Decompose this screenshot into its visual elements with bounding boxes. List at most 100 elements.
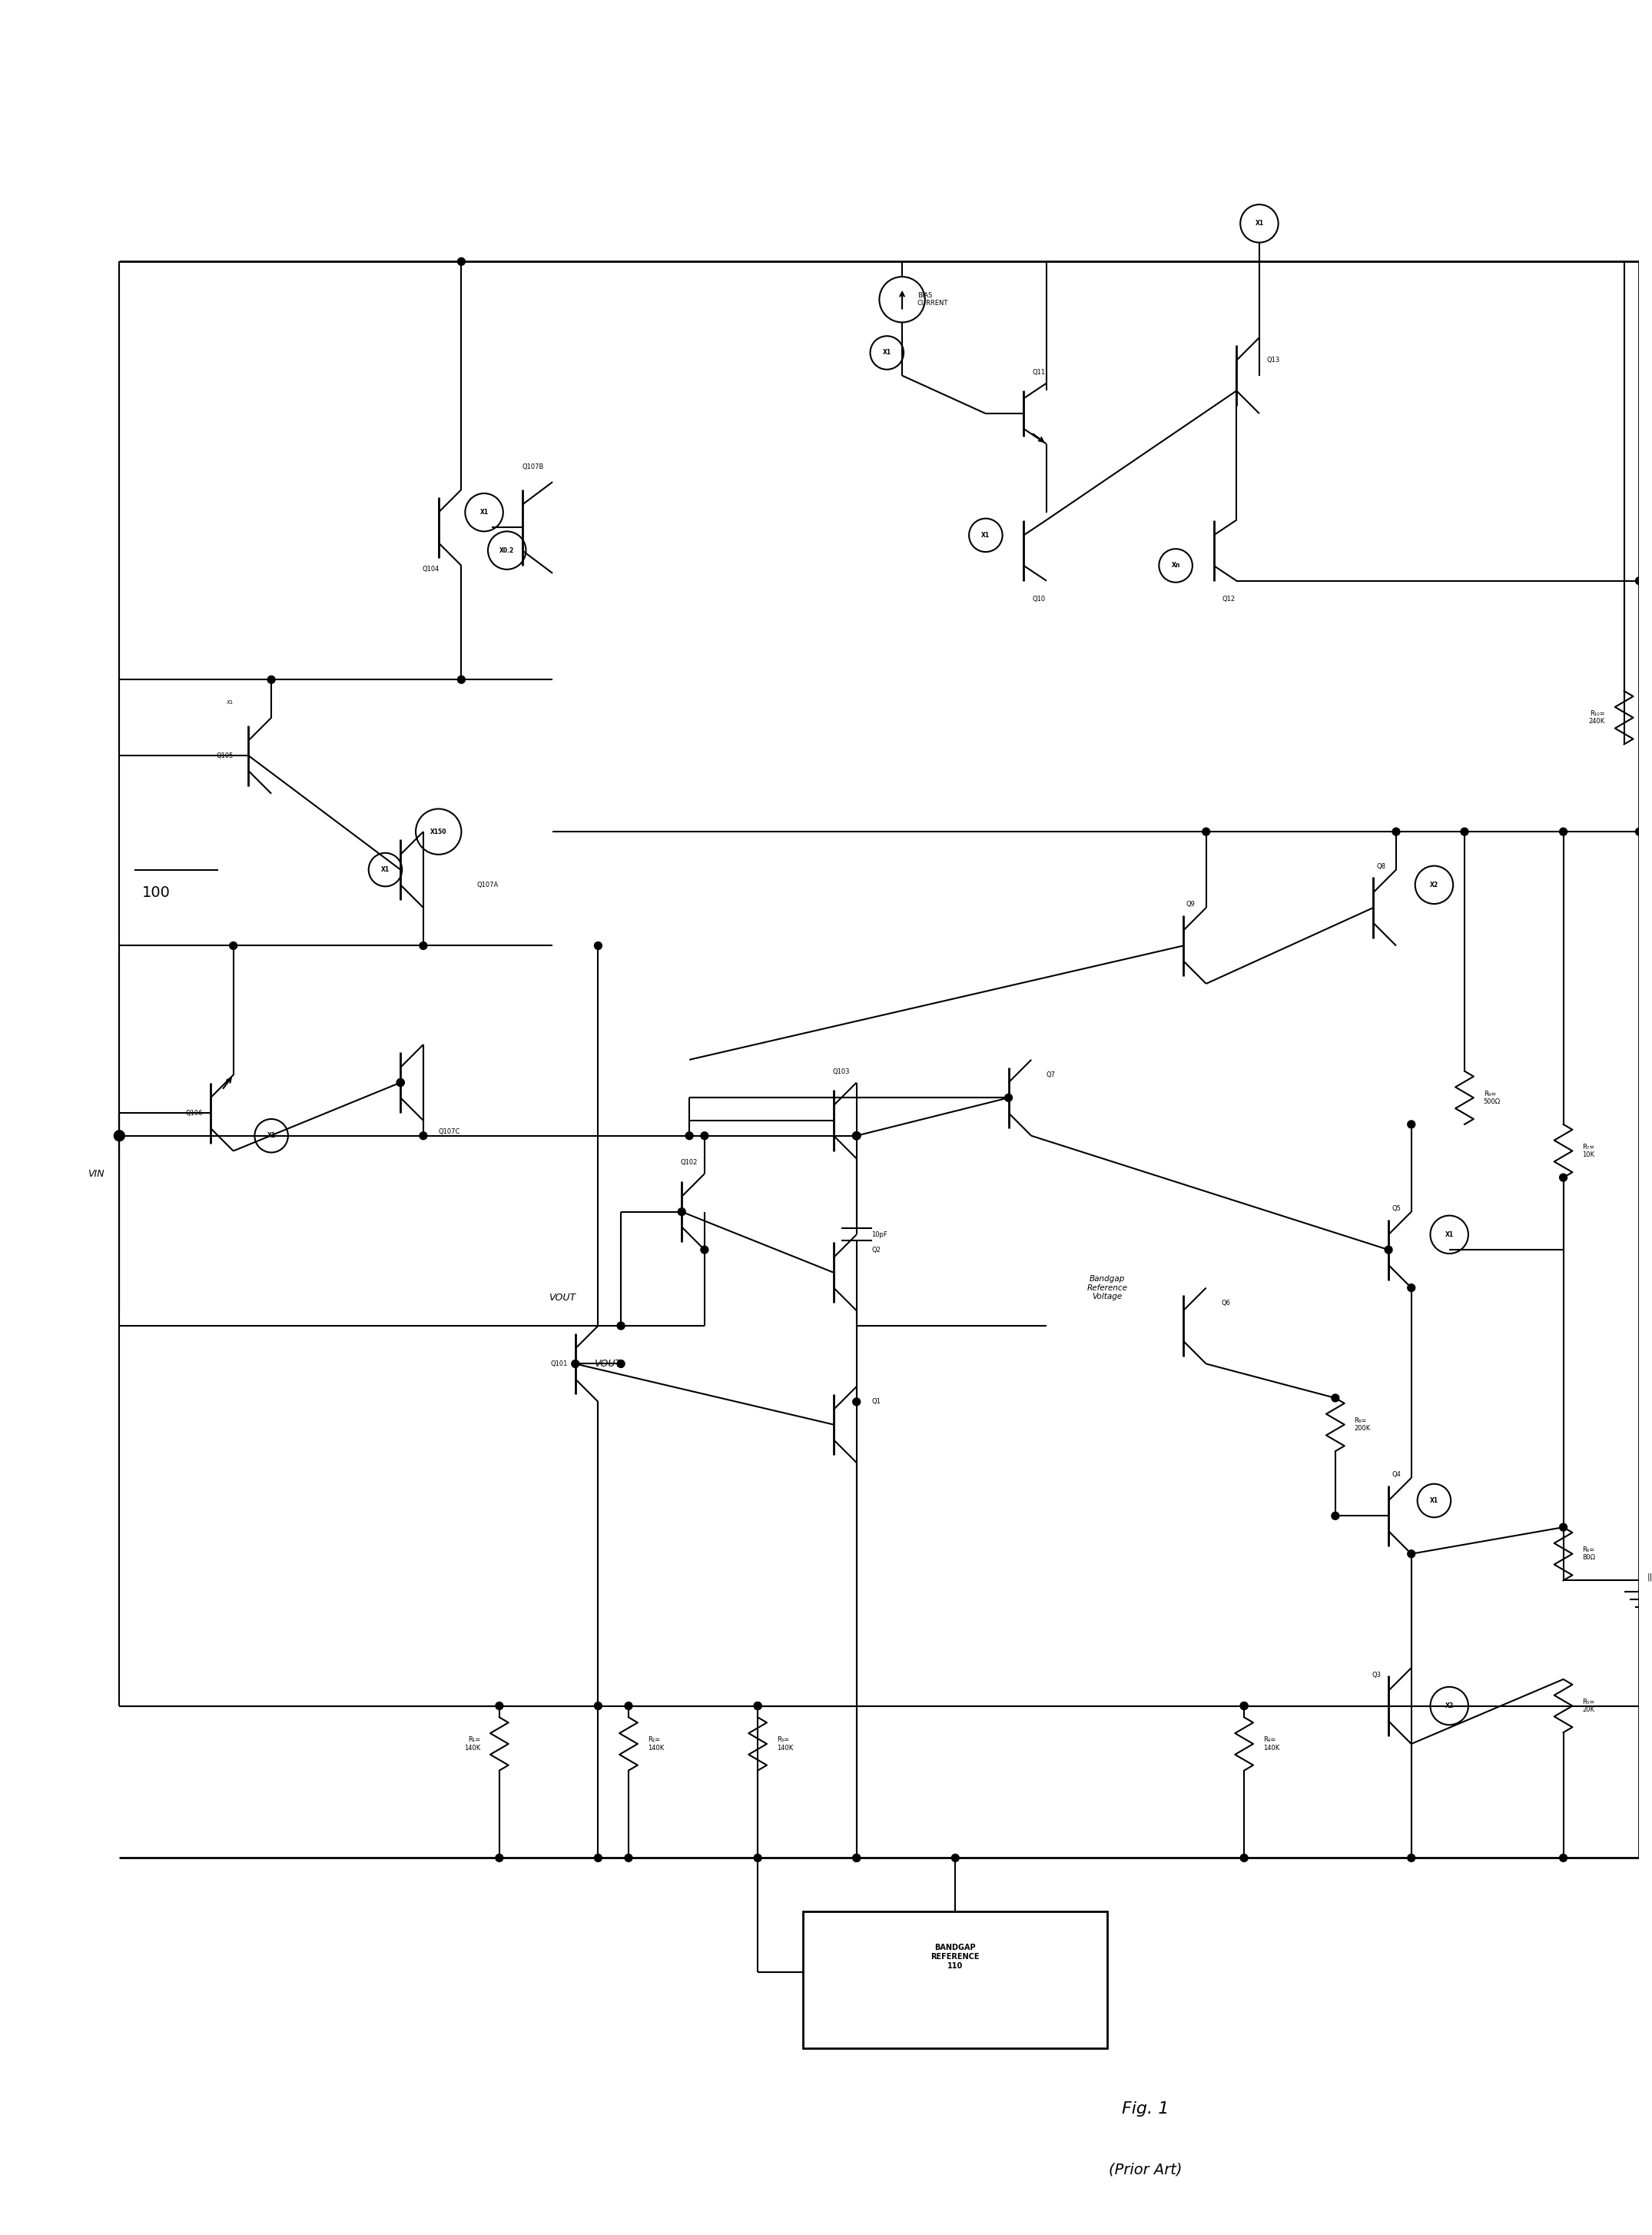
Circle shape bbox=[700, 1245, 709, 1254]
Text: R₂=
140K: R₂= 140K bbox=[648, 1737, 664, 1752]
Text: X1: X1 bbox=[268, 1133, 276, 1140]
Circle shape bbox=[458, 257, 466, 266]
Text: Q102: Q102 bbox=[681, 1160, 697, 1167]
Text: Q4: Q4 bbox=[1391, 1471, 1401, 1477]
Text: R₄=
140K: R₄= 140K bbox=[1264, 1737, 1279, 1752]
Text: R₁=
140K: R₁= 140K bbox=[464, 1737, 481, 1752]
Circle shape bbox=[1559, 1524, 1568, 1531]
Text: Q105: Q105 bbox=[216, 753, 233, 760]
Circle shape bbox=[1241, 1703, 1247, 1710]
Text: R₉=
500Ω: R₉= 500Ω bbox=[1483, 1091, 1500, 1104]
Text: X2: X2 bbox=[1446, 1703, 1454, 1710]
Circle shape bbox=[852, 1131, 861, 1140]
Text: Q107A: Q107A bbox=[476, 881, 499, 887]
Text: Q11: Q11 bbox=[1032, 369, 1046, 375]
Circle shape bbox=[1559, 827, 1568, 836]
Circle shape bbox=[420, 941, 428, 950]
Circle shape bbox=[595, 1703, 601, 1710]
Text: X1: X1 bbox=[981, 532, 990, 539]
Circle shape bbox=[952, 1855, 960, 1862]
Text: Q101: Q101 bbox=[550, 1361, 568, 1368]
Circle shape bbox=[114, 1131, 124, 1142]
Circle shape bbox=[852, 1131, 861, 1140]
Circle shape bbox=[572, 1361, 580, 1368]
Text: Q104: Q104 bbox=[423, 565, 439, 572]
Text: 10pF: 10pF bbox=[872, 1231, 887, 1238]
Text: Q5: Q5 bbox=[1391, 1205, 1401, 1211]
Text: X1: X1 bbox=[382, 867, 390, 874]
Circle shape bbox=[1332, 1513, 1340, 1520]
Circle shape bbox=[1384, 1245, 1393, 1254]
Text: Q10: Q10 bbox=[1032, 597, 1046, 603]
Circle shape bbox=[1408, 1120, 1416, 1129]
Circle shape bbox=[1332, 1395, 1340, 1401]
Text: Q6: Q6 bbox=[1221, 1299, 1231, 1307]
Text: Q2: Q2 bbox=[872, 1247, 881, 1254]
Text: Bandgap
Reference
Voltage: Bandgap Reference Voltage bbox=[1087, 1274, 1128, 1301]
Circle shape bbox=[1004, 1093, 1013, 1102]
Circle shape bbox=[595, 941, 601, 950]
Circle shape bbox=[700, 1131, 709, 1140]
Text: X1: X1 bbox=[479, 510, 489, 516]
Text: VOUT: VOUT bbox=[548, 1294, 575, 1303]
Circle shape bbox=[420, 1131, 428, 1140]
Circle shape bbox=[1635, 577, 1644, 586]
Circle shape bbox=[618, 1361, 624, 1368]
Text: R₇=
10K: R₇= 10K bbox=[1583, 1144, 1594, 1158]
Text: R₆=
80Ω: R₆= 80Ω bbox=[1583, 1547, 1596, 1562]
Circle shape bbox=[686, 1131, 694, 1140]
Circle shape bbox=[595, 1855, 601, 1862]
Text: X1: X1 bbox=[226, 700, 233, 704]
Text: VOUT: VOUT bbox=[595, 1359, 621, 1368]
Circle shape bbox=[1241, 1703, 1247, 1710]
Text: Q9: Q9 bbox=[1186, 901, 1196, 907]
Circle shape bbox=[618, 1321, 624, 1330]
Circle shape bbox=[230, 941, 238, 950]
Text: X1: X1 bbox=[882, 349, 890, 355]
Text: Q107C: Q107C bbox=[438, 1129, 461, 1135]
Text: X1: X1 bbox=[1446, 1231, 1454, 1238]
Circle shape bbox=[396, 1080, 405, 1086]
Circle shape bbox=[1559, 1855, 1568, 1862]
Text: ||: || bbox=[1647, 1573, 1652, 1580]
Circle shape bbox=[1635, 827, 1644, 836]
Text: R₃=
140K: R₃= 140K bbox=[776, 1737, 793, 1752]
Text: X0.2: X0.2 bbox=[499, 548, 514, 554]
Text: BIAS
CURRENT: BIAS CURRENT bbox=[917, 293, 948, 306]
Circle shape bbox=[1408, 1855, 1416, 1862]
Text: R₈=
200K: R₈= 200K bbox=[1355, 1417, 1371, 1433]
Circle shape bbox=[496, 1703, 504, 1710]
Text: Q12: Q12 bbox=[1222, 597, 1236, 603]
Text: Fig. 1: Fig. 1 bbox=[1122, 2101, 1170, 2117]
Text: R₁₀=
240K: R₁₀= 240K bbox=[1589, 711, 1606, 724]
Circle shape bbox=[1460, 827, 1469, 836]
Text: R₅=
20K: R₅= 20K bbox=[1583, 1699, 1594, 1714]
Circle shape bbox=[753, 1855, 762, 1862]
Circle shape bbox=[753, 1703, 762, 1710]
Circle shape bbox=[1203, 827, 1209, 836]
Circle shape bbox=[753, 1703, 762, 1710]
Circle shape bbox=[852, 1855, 861, 1862]
Text: X2: X2 bbox=[1431, 881, 1439, 887]
Circle shape bbox=[624, 1855, 633, 1862]
Text: Q107B: Q107B bbox=[522, 463, 544, 469]
Circle shape bbox=[1408, 1283, 1416, 1292]
Text: Q8: Q8 bbox=[1376, 863, 1386, 869]
Circle shape bbox=[458, 675, 466, 684]
Text: X150: X150 bbox=[430, 829, 446, 836]
Text: BANDGAP
REFERENCE
110: BANDGAP REFERENCE 110 bbox=[932, 1944, 980, 1969]
Circle shape bbox=[852, 1131, 861, 1140]
Text: Q103: Q103 bbox=[833, 1068, 851, 1075]
Text: Xn: Xn bbox=[1171, 563, 1180, 570]
Text: VIN: VIN bbox=[88, 1169, 104, 1178]
Circle shape bbox=[268, 675, 276, 684]
Text: Q13: Q13 bbox=[1267, 358, 1280, 364]
Circle shape bbox=[1393, 827, 1399, 836]
Text: Q1: Q1 bbox=[872, 1399, 881, 1406]
Circle shape bbox=[116, 1131, 124, 1140]
Text: (Prior Art): (Prior Art) bbox=[1108, 2161, 1181, 2177]
Text: X1: X1 bbox=[1431, 1497, 1439, 1504]
Circle shape bbox=[1241, 1855, 1247, 1862]
Circle shape bbox=[396, 1080, 405, 1086]
Text: Q3: Q3 bbox=[1371, 1672, 1381, 1678]
